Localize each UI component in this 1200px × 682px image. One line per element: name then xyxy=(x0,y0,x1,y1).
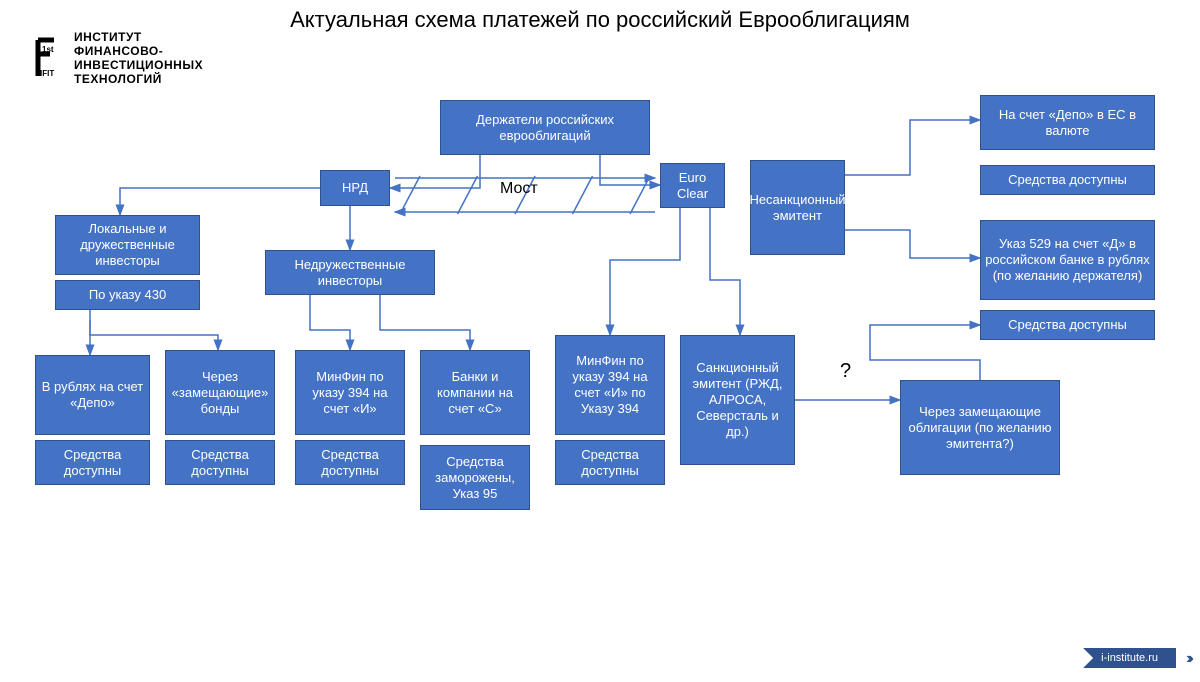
edge-holders-euroclear xyxy=(600,155,660,185)
node-sanc_issuer: Санкционный эмитент (РЖД, АЛРОСА, Северс… xyxy=(680,335,795,465)
bridge-label: Мост xyxy=(500,180,538,198)
node-nrd: НРД xyxy=(320,170,390,206)
node-ec_depo: На счет «Депо» в ЕС в валюте xyxy=(980,95,1155,150)
edge-euroclear-minfin_i2 xyxy=(610,208,680,335)
node-rub_depo_ok: Средства доступны xyxy=(35,440,150,485)
edge-nonsanc-ukaz529 xyxy=(845,230,980,258)
edge-unfriendly-minfin_i xyxy=(310,295,350,350)
node-local: Локальные и дружественные инвесторы xyxy=(55,215,200,275)
node-euroclear: Euro Clear xyxy=(660,163,725,208)
footer-arrows-icon: ››› xyxy=(1186,650,1190,668)
node-unfriendly: Недружественные инвесторы xyxy=(265,250,435,295)
edge-ukaz430-zam_bonds xyxy=(90,320,218,350)
logo-mark-icon: 1st IFIT xyxy=(32,36,66,80)
node-minfin_i2_ok: Средства доступны xyxy=(555,440,665,485)
svg-text:1st: 1st xyxy=(42,45,54,54)
node-holders: Держатели российских еврооблигаций xyxy=(440,100,650,155)
edge-euroclear-sanc_issuer xyxy=(710,208,740,335)
node-minfin_i_ok: Средства доступны xyxy=(295,440,405,485)
node-zam_bonds_ok: Средства доступны xyxy=(165,440,275,485)
edge-nrd-local xyxy=(120,188,320,215)
logo: 1st IFIT ИНСТИТУТ ФИНАНСОВО- ИНВЕСТИЦИОН… xyxy=(32,30,203,86)
node-ukaz529: Указ 529 на счет «Д» в российском банке … xyxy=(980,220,1155,300)
question-mark: ? xyxy=(840,360,851,383)
footer-link[interactable]: i-institute.ru xyxy=(1083,648,1176,668)
node-zam_oblig: Через замещающие облигации (по желанию э… xyxy=(900,380,1060,475)
node-ec_depo_ok: Средства доступны xyxy=(980,165,1155,195)
node-banks_c: Банки и компании на счет «С» xyxy=(420,350,530,435)
node-minfin_i2: МинФин по указу 394 на счет «И» по Указу… xyxy=(555,335,665,435)
edge-nonsanc-ec_depo xyxy=(845,120,980,175)
node-ukaz430: По указу 430 xyxy=(55,280,200,310)
edge-zam_oblig-ukaz529_ok xyxy=(870,325,980,380)
node-minfin_i: МинФин по указу 394 на счет «И» xyxy=(295,350,405,435)
node-banks_c_frozen: Средства заморожены, Указ 95 xyxy=(420,445,530,510)
edge-holders-nrd xyxy=(390,155,480,188)
svg-text:IFIT: IFIT xyxy=(40,69,54,78)
node-ukaz529_ok: Средства доступны xyxy=(980,310,1155,340)
edge-unfriendly-banks_c xyxy=(380,295,470,350)
logo-text: ИНСТИТУТ ФИНАНСОВО- ИНВЕСТИЦИОННЫХ ТЕХНО… xyxy=(74,30,203,86)
node-zam_bonds: Через «замещающие» бонды xyxy=(165,350,275,435)
node-nonsanc: Несанкционный эмитент xyxy=(750,160,845,255)
node-rub_depo: В рублях на счет «Депо» xyxy=(35,355,150,435)
